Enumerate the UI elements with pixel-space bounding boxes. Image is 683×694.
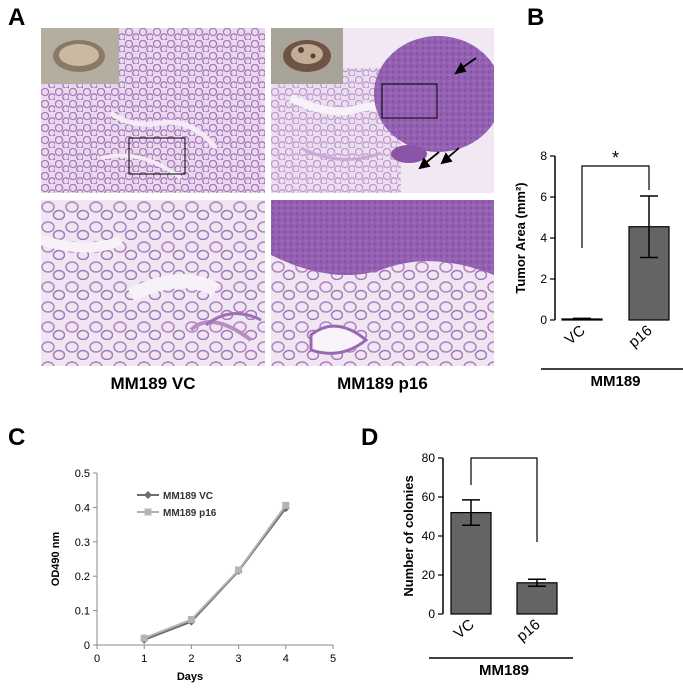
y-tick-label: 60 [422,490,436,504]
y-axis-label: Number of colonies [401,475,416,596]
panel-b-letter: B [527,4,545,31]
chart-c-growth-curve: 0 0.1 0.2 0.3 0.4 0.5 0 1 2 3 4 5 Days OD490 nm MM189 … [50,468,336,683]
y-tick-label: 0 [540,313,547,327]
y-tick-label: 20 [422,568,436,582]
panel-a-letter: A [8,4,26,31]
data-point [187,616,195,624]
y-tick-label: 0.1 [75,606,90,618]
x-tick-label: 0 [94,653,100,665]
y-tick-label: 40 [422,529,436,543]
x-tick-label: 4 [283,653,289,665]
tumor-nodule [374,36,494,152]
group-label: MM189 [590,373,640,390]
panel-d-letter: D [361,424,379,451]
caption-mm189-p16: MM189 p16 [337,374,428,393]
x-tick-label: VC [451,616,478,643]
bar [450,511,492,615]
chart-b-tumor-area: 0 2 4 6 8 Tumor Area (mm²) VC p16 MM189 * [513,148,683,390]
y-tick-label: 0 [428,607,435,621]
series-line [143,507,287,641]
x-tick-label: 3 [236,653,242,665]
x-tick-label: p16 [513,616,543,645]
chart-d-colony-count: 0 20 40 60 80 Number of colonies VC p16 MM189 ** [401,450,573,679]
significance-marker: ** [497,450,511,460]
data-point [235,566,243,574]
y-tick-label: 4 [540,231,547,245]
x-axis-label: Days [177,671,203,683]
x-tick-label: 5 [330,653,336,665]
panel-c-letter: C [8,424,26,451]
y-tick-label: 8 [540,149,547,163]
inset-box-p16 [381,83,438,119]
y-tick-label: 80 [422,451,436,465]
micrograph-vc-low-magnification [41,28,265,193]
series-line [143,504,287,640]
data-point [140,634,148,642]
significance-bracket [470,457,538,542]
micrograph-p16-high-magnification [271,200,494,366]
group-label: MM189 [479,662,529,679]
y-axis-label: Tumor Area (mm²) [513,182,528,293]
y-tick-label: 0 [84,640,90,652]
significance-marker: * [612,148,619,168]
arrow-icon [418,57,477,170]
legend-marker [144,508,152,516]
x-tick-label: VC [562,322,589,349]
x-tick-label: p16 [625,322,655,351]
legend-label: MM189 p16 [163,508,217,519]
significance-bracket [581,165,650,248]
y-tick-label: 0.5 [75,468,90,480]
y-tick-label: 0.2 [75,571,90,583]
inset-box-vc [128,137,186,175]
x-tick-label: 2 [188,653,194,665]
legend-label: MM189 VC [163,491,213,502]
data-point [282,501,290,509]
bar [516,582,558,615]
legend-marker [144,491,152,499]
y-tick-label: 0.4 [75,502,90,514]
y-tick-label: 2 [540,272,547,286]
micrograph-vc-high-magnification [41,200,265,366]
caption-mm189-vc: MM189 VC [110,374,196,393]
y-tick-label: 0.3 [75,537,90,549]
micrograph-p16-low-magnification [271,28,494,193]
y-axis-label: OD490 nm [50,532,62,587]
x-tick-label: 1 [141,653,147,665]
y-tick-label: 6 [540,190,547,204]
